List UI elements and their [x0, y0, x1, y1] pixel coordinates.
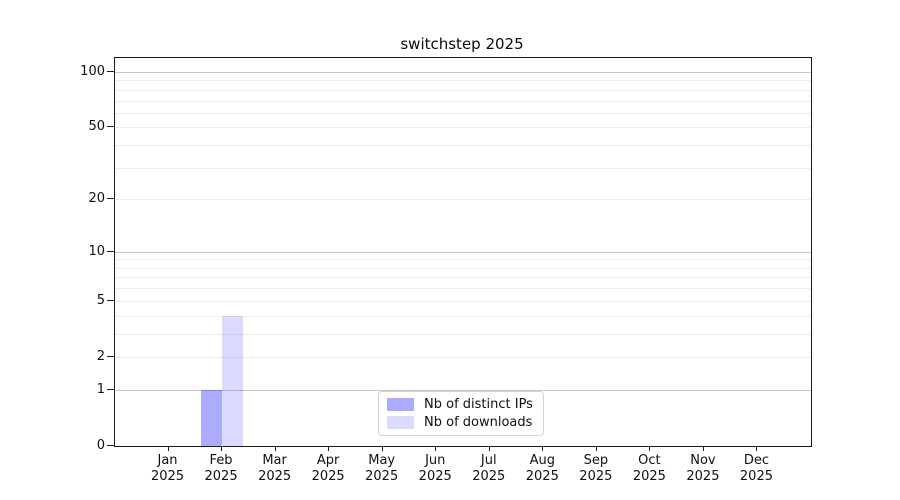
minor-gridline-70 — [115, 100, 811, 102]
minor-gridline-3 — [115, 333, 811, 335]
plot-area — [114, 57, 812, 447]
minor-gridline-20 — [115, 199, 811, 201]
legend-swatch-downloads — [387, 416, 414, 429]
x-tick-year-may: 2025 — [365, 469, 399, 484]
minor-gridline-30 — [115, 167, 811, 169]
x-tick-year-jan: 2025 — [150, 469, 185, 484]
bar-nb-of-distinct-ips-feb — [201, 389, 223, 446]
x-tick-year-sep: 2025 — [579, 469, 613, 484]
x-tick-year-jun: 2025 — [418, 469, 452, 484]
minor-gridline-5 — [115, 300, 811, 302]
x-tick-label-mar: Mar 2025 — [240, 453, 310, 485]
y-tick-10 — [107, 250, 114, 252]
x-tick-year-oct: 2025 — [632, 469, 666, 484]
minor-gridline-80 — [115, 89, 811, 91]
y-tick-label-10: 10 — [88, 243, 105, 259]
minor-gridline-7 — [115, 277, 811, 279]
y-tick-label-50: 50 — [88, 119, 105, 135]
y-tick-label-2: 2 — [96, 348, 105, 364]
y-tick-5 — [107, 299, 114, 301]
x-tick-label-sep: Sep 2025 — [561, 453, 631, 485]
legend-row-downloads: Nb of downloads — [387, 415, 533, 430]
major-gridline-100 — [115, 72, 811, 73]
x-tick-aug — [542, 446, 544, 451]
x-tick-mar — [274, 446, 276, 451]
y-tick-100 — [107, 71, 114, 72]
legend-row-distinct-ips: Nb of distinct IPs — [387, 397, 533, 412]
x-tick-year-jul: 2025 — [472, 469, 506, 484]
x-tick-oct — [649, 446, 651, 451]
minor-gridline-60 — [115, 112, 811, 114]
x-tick-label-feb: Feb 2025 — [186, 453, 256, 485]
y-tick-2 — [107, 355, 114, 357]
x-tick-year-nov: 2025 — [686, 469, 720, 484]
x-tick-jun — [435, 446, 437, 451]
major-gridline-10 — [115, 251, 811, 253]
x-tick-label-apr: Apr 2025 — [293, 453, 363, 485]
y-tick-20 — [107, 198, 114, 200]
x-tick-year-feb: 2025 — [204, 469, 238, 484]
y-tick-label-20: 20 — [88, 191, 105, 207]
minor-gridline-40 — [115, 145, 811, 147]
minor-gridline-6 — [115, 288, 811, 290]
y-tick-1 — [107, 388, 114, 390]
minor-gridline-9 — [115, 259, 811, 261]
chart-title: switchstep 2025 — [400, 35, 524, 53]
x-tick-may — [381, 446, 383, 451]
x-tick-label-dec: Dec 2025 — [721, 453, 791, 485]
legend-swatch-distinct-ips — [387, 398, 414, 411]
minor-gridline-50 — [115, 127, 811, 129]
minor-gridline-8 — [115, 267, 811, 269]
legend: Nb of distinct IPs Nb of downloads — [378, 391, 544, 436]
x-tick-label-may: May 2025 — [347, 453, 417, 485]
x-tick-apr — [328, 446, 330, 451]
x-tick-jan — [167, 446, 169, 451]
x-tick-nov — [702, 446, 704, 451]
x-tick-year-aug: 2025 — [525, 469, 559, 484]
minor-gridline-4 — [115, 315, 811, 317]
x-tick-dec — [756, 446, 758, 451]
bar-nb-of-downloads-feb — [222, 315, 244, 446]
x-tick-year-apr: 2025 — [311, 469, 345, 484]
y-tick-0 — [107, 445, 114, 446]
x-tick-label-nov: Nov 2025 — [668, 453, 738, 485]
y-tick-label-5: 5 — [96, 292, 105, 308]
x-tick-sep — [595, 446, 597, 451]
x-tick-label-oct: Oct 2025 — [614, 453, 684, 485]
x-tick-jul — [488, 446, 490, 451]
x-tick-year-mar: 2025 — [258, 469, 292, 484]
y-tick-label-1: 1 — [96, 381, 105, 397]
y-tick-label-100: 100 — [80, 64, 105, 79]
legend-label-distinct-ips: Nb of distinct IPs — [424, 397, 533, 412]
x-tick-label-jan: Jan 2025 — [133, 453, 203, 485]
x-tick-year-dec: 2025 — [739, 469, 773, 484]
x-tick-label-jun: Jun 2025 — [400, 453, 470, 485]
x-tick-label-jul: Jul 2025 — [454, 453, 524, 485]
minor-gridline-90 — [115, 80, 811, 82]
y-tick-label-0: 0 — [96, 438, 105, 453]
minor-gridline-2 — [115, 356, 811, 358]
y-tick-50 — [107, 126, 114, 128]
major-gridline-1 — [115, 389, 811, 391]
legend-label-downloads: Nb of downloads — [424, 415, 533, 430]
x-tick-feb — [221, 446, 223, 451]
x-tick-label-aug: Aug 2025 — [507, 453, 577, 485]
